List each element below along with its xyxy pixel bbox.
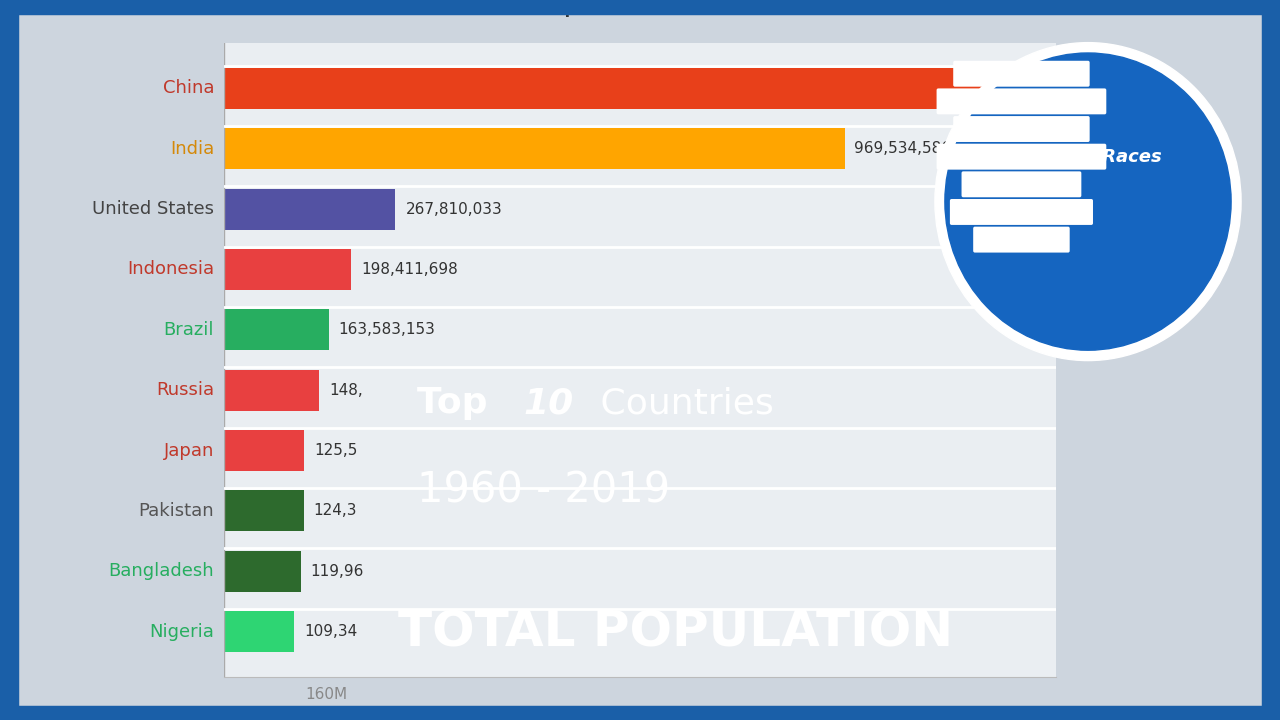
Text: India: India: [170, 140, 214, 158]
Bar: [224, 310, 329, 351]
Text: Countries: Countries: [589, 386, 773, 420]
Text: 198,411,698: 198,411,698: [361, 262, 458, 277]
Bar: [224, 189, 396, 230]
Text: Nigeria: Nigeria: [150, 623, 214, 641]
Text: United States: United States: [92, 200, 214, 218]
FancyBboxPatch shape: [950, 199, 1093, 225]
Bar: [224, 249, 351, 290]
FancyBboxPatch shape: [954, 116, 1089, 142]
FancyBboxPatch shape: [954, 60, 1089, 86]
Text: 124,3: 124,3: [314, 503, 357, 518]
Bar: [224, 430, 305, 471]
Text: 1960 - 2019: 1960 - 2019: [417, 469, 671, 511]
FancyBboxPatch shape: [937, 89, 1106, 114]
Text: Pakistan: Pakistan: [138, 502, 214, 520]
Text: Top: Top: [417, 386, 500, 420]
Text: 267,810,033: 267,810,033: [406, 202, 502, 217]
Bar: [224, 551, 301, 592]
Bar: [224, 490, 303, 531]
Bar: [224, 369, 319, 410]
Text: Brazil: Brazil: [164, 321, 214, 339]
Text: 163,583,153: 163,583,153: [339, 323, 435, 338]
Bar: [224, 128, 845, 169]
Bar: [224, 68, 1000, 109]
FancyBboxPatch shape: [973, 227, 1070, 253]
FancyBboxPatch shape: [937, 144, 1106, 170]
Text: 1,211,096,708: 1,211,096,708: [1009, 81, 1120, 96]
Bar: [224, 611, 294, 652]
Text: Russia: Russia: [156, 381, 214, 399]
Text: 125,5: 125,5: [315, 443, 357, 458]
Text: Japan: Japan: [164, 441, 214, 459]
Text: China: China: [163, 79, 214, 97]
Text: 119,96: 119,96: [311, 564, 364, 579]
Text: Bangladesh: Bangladesh: [109, 562, 214, 580]
Text: Indonesia: Indonesia: [127, 261, 214, 279]
Text: Data Races: Data Races: [1048, 148, 1161, 166]
Text: 10: 10: [524, 386, 573, 420]
Text: 148,: 148,: [329, 382, 362, 397]
Text: 969,534,586: 969,534,586: [855, 141, 951, 156]
FancyBboxPatch shape: [961, 171, 1082, 197]
Circle shape: [934, 42, 1242, 361]
Title: Most Populated Countries: Most Populated Countries: [445, 0, 835, 17]
Circle shape: [945, 53, 1231, 350]
Text: TOTAL POPULATION: TOTAL POPULATION: [398, 609, 954, 657]
Text: 109,34: 109,34: [303, 624, 357, 639]
